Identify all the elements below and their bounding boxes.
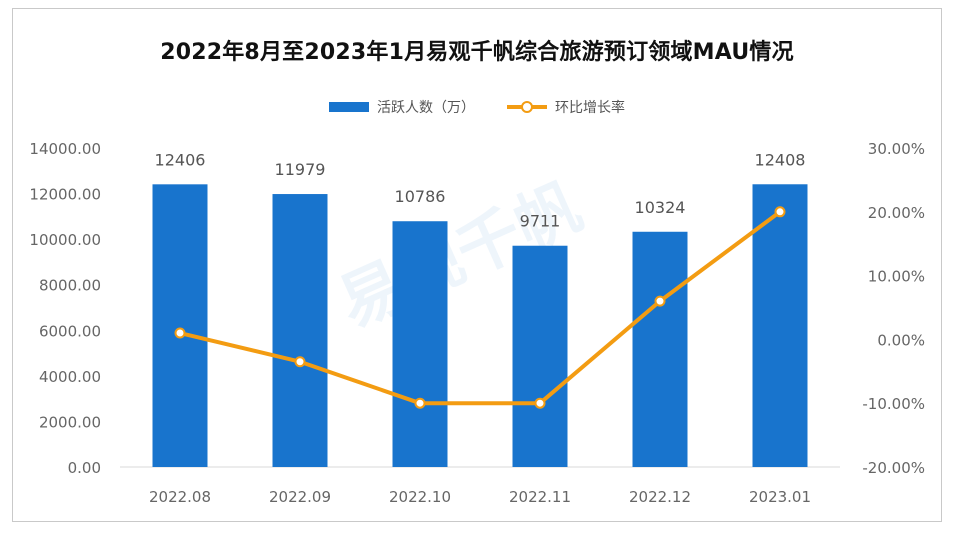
bar-data-label: 10324 (635, 198, 686, 217)
y-right-tick-label: 0.00% (877, 331, 925, 349)
bar (392, 221, 448, 467)
y-left-tick-label: 8000.00 (39, 277, 101, 295)
y-right-tick-label: 30.00% (868, 140, 925, 158)
bar (752, 184, 808, 468)
bar (632, 231, 688, 467)
x-tick-label: 2022.09 (269, 488, 331, 506)
bar (152, 184, 208, 467)
bar-data-label: 12406 (155, 150, 206, 169)
growth-rate-line (179, 210, 782, 406)
x-tick-label: 2022.10 (389, 488, 451, 506)
legend: 活跃人数（万） 环比增长率 (0, 97, 954, 117)
y-left-tick-label: 14000.00 (29, 140, 101, 158)
y-left-tick-label: 6000.00 (39, 322, 101, 340)
bar-data-label: 9711 (520, 212, 561, 231)
growth-rate-point (294, 356, 306, 368)
x-tick-label: 2022.08 (149, 488, 211, 506)
y-left-tick-label: 2000.00 (39, 413, 101, 431)
growth-rate-point (534, 397, 546, 409)
y-right-tick-label: -10.00% (862, 395, 925, 413)
bar-data-label: 10786 (395, 187, 446, 206)
y-right-tick-label: 10.00% (868, 268, 925, 286)
chart-title: 2022年8月至2023年1月易观千帆综合旅游预订领域MAU情况 (160, 40, 794, 65)
growth-rate-point (654, 295, 666, 307)
y-left-tick-label: 4000.00 (39, 368, 101, 386)
legend-item-bars: 活跃人数（万） (329, 97, 475, 117)
growth-rate-point (774, 206, 786, 218)
legend-line-label: 环比增长率 (555, 100, 625, 116)
x-tick-label: 2022.12 (629, 488, 691, 506)
growth-rate-point (174, 327, 186, 339)
legend-bar-label: 活跃人数（万） (377, 100, 475, 116)
bar-data-label: 11979 (275, 160, 326, 179)
legend-line-swatch (507, 101, 547, 113)
y-right-tick-label: 20.00% (868, 204, 925, 222)
bar (512, 245, 568, 467)
y-left-tick-label: 0.00 (68, 459, 101, 477)
y-left-tick-label: 12000.00 (29, 186, 101, 204)
bar-data-label: 12408 (755, 150, 806, 169)
legend-item-line: 环比增长率 (507, 97, 625, 117)
y-left-tick-label: 10000.00 (29, 231, 101, 249)
x-tick-label: 2023.01 (749, 488, 811, 506)
y-right-tick-label: -20.00% (862, 459, 925, 477)
legend-bar-swatch (329, 102, 369, 112)
bar (272, 194, 328, 467)
x-tick-label: 2022.11 (509, 488, 571, 506)
growth-rate-point (414, 397, 426, 409)
